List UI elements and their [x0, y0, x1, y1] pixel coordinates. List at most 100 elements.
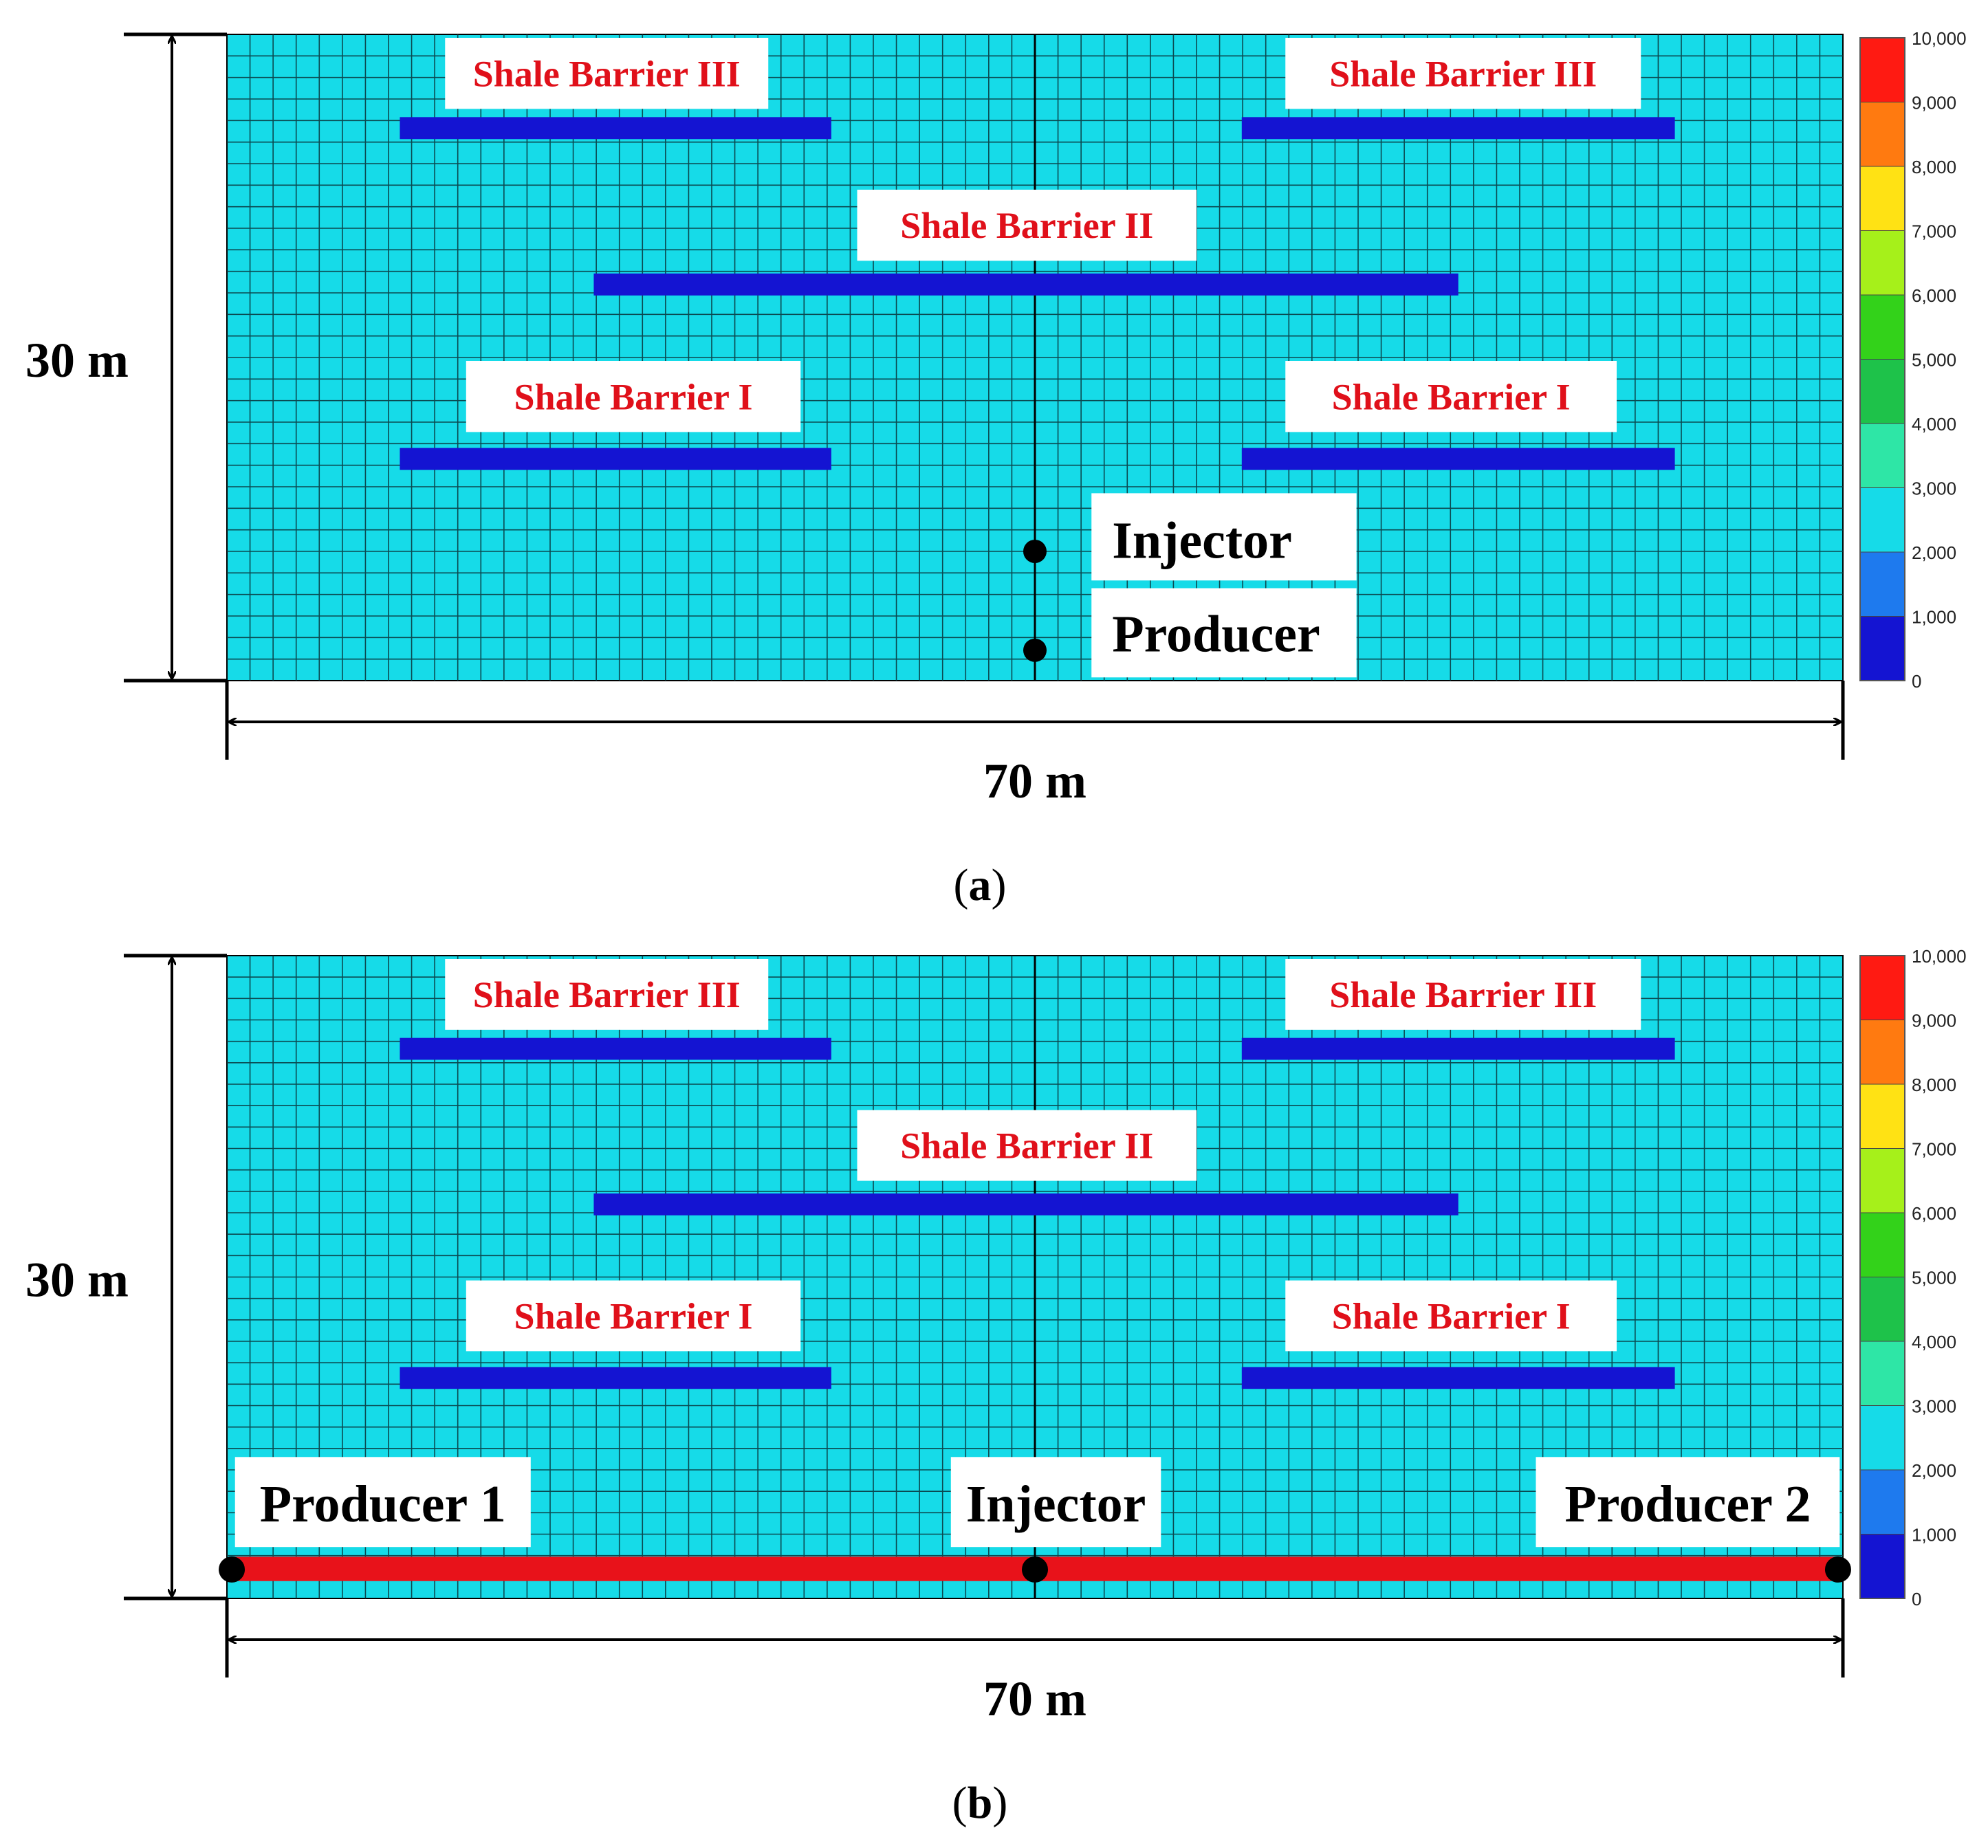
colorbar-tick-label: 6,000: [1912, 1203, 1956, 1224]
panel-b-caption: (b): [952, 1778, 1008, 1828]
barrier-label-box: [466, 1280, 801, 1352]
injector-well-marker: [1023, 540, 1047, 563]
colorbar-tick-label: 1,000: [1912, 1525, 1956, 1546]
shale-barrier-i-left: [400, 448, 831, 470]
colorbar-segment: [1859, 1534, 1905, 1599]
colorbar-segment: [1859, 102, 1905, 167]
colorbar-segment: [1859, 359, 1905, 424]
width-label: 70 m: [983, 1671, 1086, 1726]
colorbar-frame: [1859, 37, 1905, 681]
producer-2-marker: [1824, 1556, 1851, 1583]
colorbar-tick-label: 1,000: [1912, 607, 1956, 628]
barrier-label: Shale Barrier I: [1332, 376, 1571, 417]
colorbar-tick-label: 4,000: [1912, 1332, 1956, 1352]
barrier-label: Shale Barrier II: [900, 205, 1153, 246]
well-label-box: [1091, 493, 1357, 581]
producer-label: Producer: [1112, 606, 1320, 663]
colorbar-tick-label: 9,000: [1912, 1011, 1956, 1031]
colorbar-tick-label: 10,000: [1912, 28, 1967, 49]
barrier-label: Shale Barrier I: [514, 376, 753, 417]
barrier-label-box: [857, 189, 1197, 261]
colorbar-tick-label: 9,000: [1912, 93, 1956, 113]
colorbar-tick-label: 10,000: [1912, 946, 1967, 967]
barrier-label-box: [445, 959, 769, 1030]
colorbar-tick-label: 8,000: [1912, 1075, 1956, 1095]
colorbar-tick-label: 5,000: [1912, 350, 1956, 371]
shale-barrier-iii-right: [1241, 117, 1675, 140]
shale-barrier-iii-left: [400, 117, 831, 140]
barrier-label: Shale Barrier III: [473, 974, 741, 1015]
colorbar-segment: [1859, 551, 1905, 617]
well-label-box: [950, 1457, 1161, 1548]
colorbar-segment: [1859, 1341, 1905, 1406]
shale-barrier-i-right: [1241, 448, 1675, 470]
barrier-label-box: [1285, 38, 1641, 109]
colorbar-segment: [1859, 294, 1905, 360]
barrier-label-box: [1285, 1280, 1617, 1352]
colorbar-tick-label: 7,000: [1912, 1139, 1956, 1160]
colorbar-segment: [1859, 37, 1905, 102]
well-label: Producer 2: [1564, 1475, 1811, 1533]
barrier-label: Shale Barrier I: [1332, 1295, 1571, 1336]
colorbar-segment: [1859, 1148, 1905, 1213]
colorbar-segment: [1859, 1469, 1905, 1534]
height-label: 30 m: [25, 333, 129, 388]
barrier-label-box: [1285, 361, 1617, 432]
barrier-label: Shale Barrier II: [900, 1125, 1153, 1167]
colorbar-segment: [1859, 166, 1905, 231]
colorbar-tick-label: 3,000: [1912, 478, 1956, 499]
colorbar-tick-label: 0: [1912, 1589, 1921, 1609]
colorbar-segment: [1859, 616, 1905, 681]
well-label-box: [1536, 1457, 1840, 1548]
panel-a: Shale Barrier III Shale Barrier III Shale …: [25, 28, 1967, 808]
colorbar-tick-label: 3,000: [1912, 1396, 1956, 1417]
barrier-label-box: [1285, 959, 1641, 1030]
injector-label: Injector: [1112, 512, 1292, 569]
colorbar-segment: [1859, 423, 1905, 488]
barrier-label-box: [857, 1110, 1197, 1181]
colorbar-segment: [1859, 1405, 1905, 1471]
colorbar-frame: [1859, 955, 1905, 1599]
colorbar-tick-label: 5,000: [1912, 1268, 1956, 1288]
producer-well-marker: [1023, 638, 1047, 662]
barrier-label: Shale Barrier III: [1329, 53, 1597, 94]
colorbar-segment: [1859, 1020, 1905, 1085]
colorbar-tick-label: 0: [1912, 671, 1921, 692]
barrier-label: Shale Barrier I: [514, 1295, 753, 1336]
shale-barrier-i-left: [400, 1367, 831, 1389]
injector-marker: [1022, 1556, 1048, 1583]
colorbar-segment: [1859, 1277, 1905, 1342]
colorbar-tick-label: 4,000: [1912, 414, 1956, 434]
shale-barrier-iii-left: [400, 1037, 831, 1060]
panel-b: Shale Barrier III Shale Barrier III Shale …: [25, 946, 1967, 1726]
barrier-label: Shale Barrier III: [473, 53, 741, 94]
shale-barrier-ii: [593, 1193, 1459, 1216]
well-label: Injector: [966, 1475, 1146, 1533]
colorbar-segment: [1859, 230, 1905, 296]
colorbar-segment: [1859, 955, 1905, 1020]
shale-barrier-iii-right: [1241, 1037, 1675, 1060]
colorbar-tick-label: 8,000: [1912, 157, 1956, 177]
barrier-label: Shale Barrier III: [1329, 974, 1597, 1015]
panel-b-caption-letter: b: [967, 1778, 993, 1828]
well-label-box: [1091, 588, 1357, 678]
shale-barrier-i-right: [1241, 1367, 1675, 1389]
colorbar-segment: [1859, 1212, 1905, 1277]
colorbar-tick-label: 2,000: [1912, 1460, 1956, 1481]
colorbar-tick-label: 6,000: [1912, 285, 1956, 306]
width-label: 70 m: [983, 754, 1086, 808]
producer-1-marker: [219, 1556, 245, 1583]
height-label: 30 m: [25, 1253, 129, 1308]
barrier-label-box: [466, 361, 801, 432]
shale-barrier-ii: [593, 273, 1459, 296]
colorbar-tick-label: 7,000: [1912, 221, 1956, 242]
well-label: Producer 1: [260, 1475, 506, 1533]
well-label-box: [234, 1457, 531, 1548]
panel-a-caption-letter: a: [968, 860, 992, 910]
panel-a-caption: (a): [953, 860, 1007, 910]
colorbar-segment: [1859, 1084, 1905, 1149]
colorbar-segment: [1859, 487, 1905, 553]
colorbar-tick-label: 2,000: [1912, 542, 1956, 563]
